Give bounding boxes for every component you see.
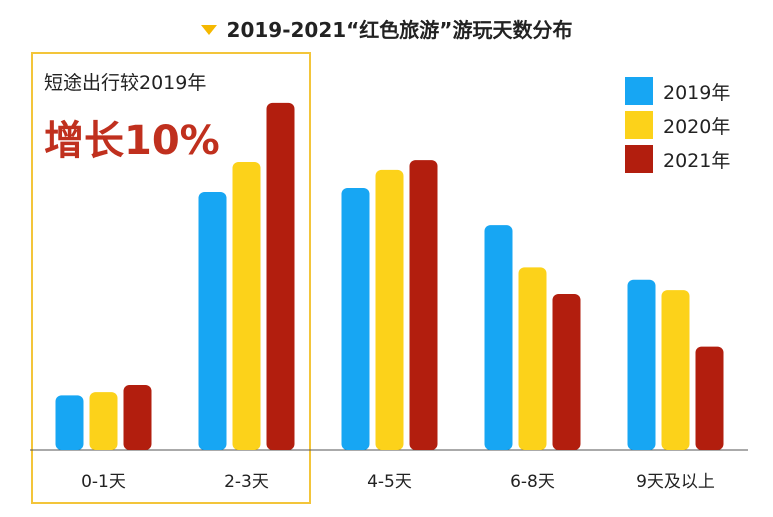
x-tick-label: 9天及以上 xyxy=(636,472,715,492)
legend-item: 2021年 xyxy=(625,142,730,176)
bar-2021年-0-1天 xyxy=(123,385,152,450)
bar-2020年-6-8天 xyxy=(518,267,547,450)
x-tick-label: 6-8天 xyxy=(510,472,555,492)
x-tick-label: 0-1天 xyxy=(81,472,126,492)
bar-2019年-0-1天 xyxy=(55,395,84,450)
bar-2019年-2-3天 xyxy=(198,191,227,450)
bar-2020年-9天及以上 xyxy=(661,290,690,450)
callout-headline: 增长10% xyxy=(44,118,220,164)
legend-item: 2020年 xyxy=(625,108,730,142)
bar-2019年-4-5天 xyxy=(341,188,370,451)
legend-swatch xyxy=(625,77,653,105)
bar-2021年-4-5天 xyxy=(409,160,438,450)
triangle-marker-icon xyxy=(200,24,217,35)
chart-title-text: 2019-2021“红色旅游”游玩天数分布 xyxy=(226,18,573,42)
legend-swatch xyxy=(625,145,653,173)
callout-subtitle: 短途出行较2019年 xyxy=(44,72,207,94)
legend: 2019年 2020年 2021年 xyxy=(625,74,730,176)
bar-2019年-6-8天 xyxy=(484,225,513,450)
x-tick-label: 4-5天 xyxy=(367,472,412,492)
bar-2020年-2-3天 xyxy=(232,162,261,451)
bar-2019年-9天及以上 xyxy=(627,279,656,450)
legend-label: 2021年 xyxy=(663,149,731,172)
bar-2021年-9天及以上 xyxy=(695,346,724,450)
bar-2021年-6-8天 xyxy=(552,294,581,450)
legend-swatch xyxy=(625,111,653,139)
bar-2021年-2-3天 xyxy=(266,102,295,451)
x-tick-label: 2-3天 xyxy=(224,472,269,492)
bar-2020年-0-1天 xyxy=(89,392,118,450)
chart-title: 2019-2021“红色旅游”游玩天数分布 xyxy=(0,14,773,43)
legend-label: 2020年 xyxy=(663,115,731,138)
legend-item: 2019年 xyxy=(625,74,730,108)
bar-2020年-4-5天 xyxy=(375,169,404,450)
short-trip-highlight-box xyxy=(31,52,311,504)
legend-label: 2019年 xyxy=(663,81,731,104)
